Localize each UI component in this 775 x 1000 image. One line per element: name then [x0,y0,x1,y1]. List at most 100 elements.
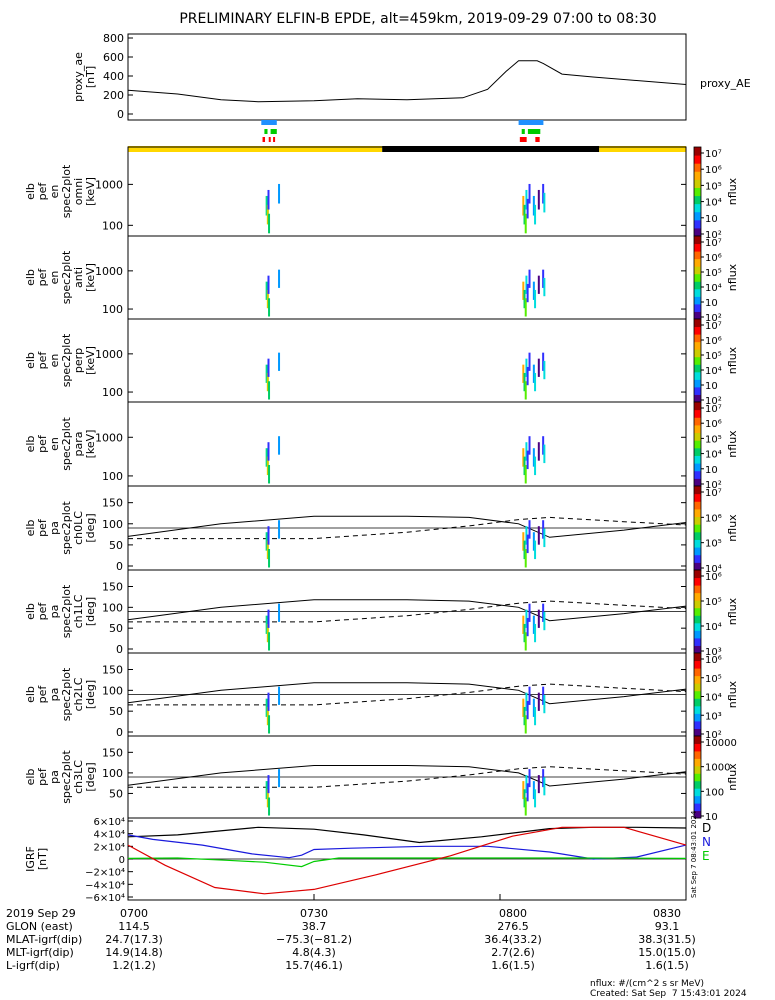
panel-ytick-label: 50 [109,539,123,552]
footer-row-value: 276.5 [473,921,553,932]
panel-ytick-label: 1000 [95,431,123,444]
colorbar-tick-label: 10⁷ [705,404,722,415]
spectrogram-streak [538,775,540,793]
colorbar-segment [694,417,701,425]
igrf-ylabel-units: [nT] [36,848,49,870]
colorbar-tick-label: 10⁶ [705,253,722,264]
footer-row-value: 114.5 [94,921,174,932]
colorbar-tick-label: 10⁷ [705,321,722,332]
spectrogram-streak [525,465,527,483]
spectrogram-streak [543,361,545,379]
colorbar-tick-label: 10⁴ [705,693,722,704]
colorbar-segment [694,163,701,172]
availability-segment [264,129,267,134]
panel-frame [128,147,686,236]
colorbar-tick-label: 10⁵ [705,674,722,685]
availability-segment [528,129,540,134]
colorbar-segment [694,228,701,237]
panel-ytick-label: 100 [102,518,123,531]
footer-row-value: 93.1 [627,921,707,932]
colorbar-tick-label: 10⁴ [705,198,722,209]
colorbar-segment [694,578,701,586]
spectrogram-streak [534,290,536,308]
colorbar-label-text: nflux [726,177,739,205]
panel-ylabel: [deg] [84,513,97,542]
colorbar-segment [694,471,701,479]
colorbar-segment [694,372,701,380]
colorbar-tick-label: 10⁶ [705,655,722,666]
colorbar-segment [694,608,701,616]
panel-ylabel-line: [keV] [84,346,97,375]
spectrogram-panel-ch0LC: 150 100 50 0 elb pef pa spec2plot ch0LC [deg] 10⁷ 1… [24,486,739,575]
spectrogram-streak [534,789,536,807]
footer-row-value: 14.9(14.8) [94,947,174,958]
spectrogram-streak [525,298,527,316]
spectrogram-streak [538,526,540,544]
spectrogram-streak [527,783,529,801]
availability-segment [520,137,527,142]
footer-row-label: MLAT-igrf(dip) [6,934,82,945]
colorbar-label: nflux [726,346,739,374]
igrf-ytick-label: 0 [119,855,125,866]
spectrogram-streak [529,270,531,288]
spectrogram-streak [268,298,270,316]
colorbar-tick-label: 10⁴ [705,283,722,294]
colorbar-segment [694,743,701,751]
spectrogram-streak [527,535,529,553]
colorbar-tick-label: 10⁵ [705,268,722,279]
colorbar-segment [694,147,701,156]
spectrogram-streak [278,769,280,787]
footer-row-value: 4.8(4.3) [274,947,354,958]
footer-row-label: 2019 Sep 29 [6,908,76,919]
colorbar-segment [694,379,701,387]
panel-ylabel: [deg] [84,762,97,791]
colorbar-tick-label: 10⁵ [705,539,722,550]
colorbar-segment [694,532,701,540]
spectrogram-streak [268,610,270,628]
footer-row-label: MLT-igrf(dip) [6,947,74,958]
panel-ylabel-line: [deg] [84,762,97,791]
colorbar-tick-label: 10⁴ [705,366,722,377]
spectrogram-streak [268,381,270,399]
colorbar-tick-label: 10⁴ [705,622,722,633]
colorbar-segment [694,342,701,350]
colorbar-label-text: nflux [726,346,739,374]
colorbar-segment [694,319,701,327]
igrf-ytick-label: 2×10⁴ [94,842,125,853]
panel-ylabel-line: [deg] [84,513,97,542]
colorbar-segment [694,668,701,676]
spectrogram-streak [278,270,280,288]
spectrogram-streak [268,526,270,544]
spectrogram-streak [538,442,540,460]
colorbar-tick-label: 10000 [705,738,737,749]
spectrogram-panel-ch3LC: 15010050elb pef pa spec2plot ch3LC [deg]10000… [24,736,739,823]
colorbar-segment [694,683,701,691]
colorbar-tick-label: 100 [705,787,724,798]
spectrogram-panel-para: 1000100elb pef en spec2plot para [keV]10⁷10⁶1… [24,402,739,491]
panel-ytick-label: 0 [116,726,123,739]
colorbar-segment [694,171,701,180]
footer-row-value: 0730 [274,908,354,919]
proxy-ae-legend: proxy_AE [700,77,751,90]
footer-row-value: 1.6(1.5) [473,960,553,971]
panel-ytick-label: 100 [102,601,123,614]
proxy-ae-frame [128,34,686,120]
availability-segment [263,137,265,142]
igrf-ytick-label: 4×10⁴ [94,830,125,841]
colorbar-segment [694,751,701,759]
igrf-ytick-label: −4×10⁴ [85,880,125,891]
colorbar-segment [694,266,701,274]
spectrogram-streak [268,693,270,711]
spectrogram-streak [278,353,280,371]
colorbar-tick-label: 10³ [705,711,722,722]
availability-segment [269,137,271,142]
colorbar-segment [694,501,701,509]
spectrogram-streak [525,549,527,567]
colorbar-tick-label: 10⁵ [705,351,722,362]
colorbar-label: nflux [726,597,739,625]
colorbar-segment [694,630,701,638]
footer-row-value: 38.7 [274,921,354,932]
spectrogram-streak [527,284,529,302]
availability-segment [535,137,539,142]
